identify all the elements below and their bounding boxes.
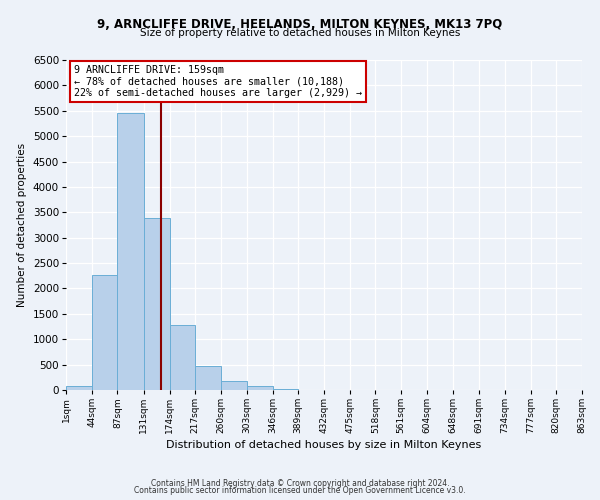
Bar bbox=[66, 386, 92, 390]
Y-axis label: Number of detached properties: Number of detached properties bbox=[17, 143, 27, 307]
Text: Contains public sector information licensed under the Open Government Licence v3: Contains public sector information licen… bbox=[134, 486, 466, 495]
Bar bbox=[221, 382, 247, 390]
X-axis label: Distribution of detached houses by size in Milton Keynes: Distribution of detached houses by size … bbox=[166, 440, 482, 450]
Bar bbox=[92, 275, 118, 390]
Bar bbox=[118, 114, 144, 390]
Text: Contains HM Land Registry data © Crown copyright and database right 2024.: Contains HM Land Registry data © Crown c… bbox=[151, 478, 449, 488]
Bar bbox=[195, 366, 221, 390]
Bar bbox=[170, 325, 195, 390]
Text: Size of property relative to detached houses in Milton Keynes: Size of property relative to detached ho… bbox=[140, 28, 460, 38]
Bar bbox=[247, 386, 272, 390]
Bar bbox=[272, 388, 298, 390]
Text: 9 ARNCLIFFE DRIVE: 159sqm
← 78% of detached houses are smaller (10,188)
22% of s: 9 ARNCLIFFE DRIVE: 159sqm ← 78% of detac… bbox=[74, 65, 362, 98]
Text: 9, ARNCLIFFE DRIVE, HEELANDS, MILTON KEYNES, MK13 7PQ: 9, ARNCLIFFE DRIVE, HEELANDS, MILTON KEY… bbox=[97, 18, 503, 30]
Bar bbox=[144, 218, 170, 390]
